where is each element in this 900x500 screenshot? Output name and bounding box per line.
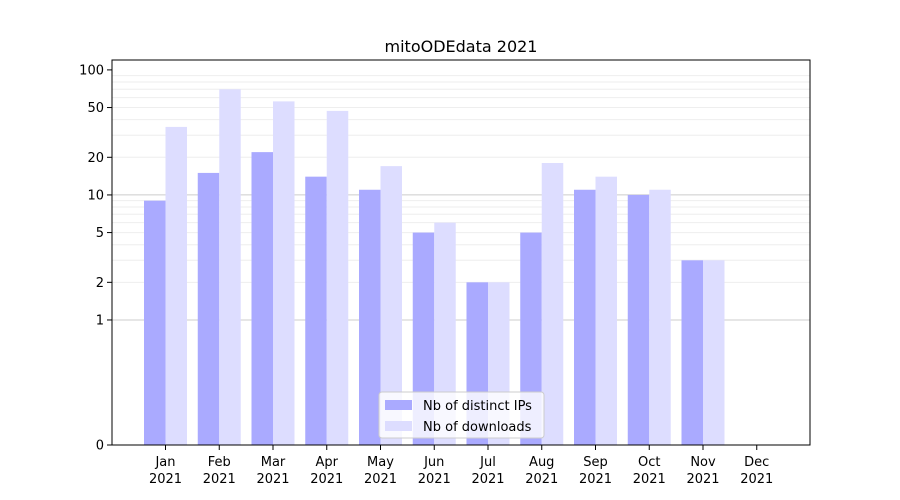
bar-distinct-ips-sep [574, 189, 596, 445]
x-tick-label-year: 2021 [579, 472, 612, 487]
legend-label-distinct-ips: Nb of distinct IPs [423, 399, 532, 414]
x-tick-label-month: Nov [690, 455, 716, 470]
x-tick-label-year: 2021 [633, 472, 666, 487]
legend-swatch-distinct-ips [385, 400, 412, 410]
y-tick-label: 2 [96, 276, 104, 291]
y-tick-label: 1 [96, 313, 104, 328]
legend: Nb of distinct IPs Nb of downloads [378, 391, 545, 439]
x-tick-label-year: 2021 [740, 472, 773, 487]
x-tick-label-month: Mar [261, 455, 286, 470]
x-tick-label-year: 2021 [256, 472, 289, 487]
x-tick-label-year: 2021 [418, 472, 451, 487]
x-tick-label-year: 2021 [686, 472, 719, 487]
x-tick-label-month: Aug [529, 455, 554, 470]
x-tick-label-year: 2021 [525, 472, 558, 487]
bar-distinct-ips-mar [251, 152, 273, 445]
y-tick-label: 20 [87, 151, 104, 166]
x-axis: Jan 2021 Feb 2021 Mar 2021 Apr 2021 May 2021 Jun 20… [149, 445, 773, 487]
x-tick-label-year: 2021 [203, 472, 236, 487]
y-tick-label: 100 [79, 63, 104, 78]
x-tick-label-month: Dec [744, 455, 769, 470]
legend-label-downloads: Nb of downloads [423, 420, 532, 435]
y-tick-label: 50 [87, 101, 104, 116]
y-tick-label: 10 [87, 188, 104, 203]
bar-downloads-nov [703, 260, 725, 445]
bar-downloads-jan [165, 126, 187, 446]
bar-downloads-apr [326, 110, 349, 445]
x-tick-label-month: Jun [423, 455, 444, 470]
bar-downloads-mar [273, 101, 295, 445]
bar-downloads-oct [649, 189, 671, 445]
x-tick-label-year: 2021 [471, 472, 504, 487]
y-axis: 0 1 2 5 10 20 50 100 [79, 63, 112, 454]
bar-distinct-ips-nov [681, 260, 703, 445]
bar-downloads-may [380, 166, 402, 445]
x-tick-label-year: 2021 [364, 472, 397, 487]
plot-frame [111, 59, 811, 446]
legend-swatch-downloads [385, 421, 412, 431]
bar-downloads-jun [434, 222, 456, 445]
bar-distinct-ips-feb [197, 172, 220, 445]
legend-box [378, 391, 545, 439]
x-tick-label-month: Feb [208, 455, 231, 470]
x-tick-label-month: Oct [638, 455, 660, 470]
bar-distinct-ips-may [359, 189, 381, 445]
bar-downloads-feb [219, 89, 241, 445]
bar-distinct-ips-oct [627, 194, 650, 445]
bar-downloads-sep [595, 176, 617, 445]
y-tick-label: 5 [96, 226, 104, 241]
x-tick-label-month: Jul [479, 455, 496, 470]
x-tick-label-month: Apr [316, 455, 339, 470]
y-tick-label: 0 [96, 439, 104, 454]
x-tick-label-year: 2021 [149, 472, 182, 487]
bar-distinct-ips-jan [144, 200, 166, 445]
x-tick-label-month: Jan [154, 455, 175, 470]
x-tick-label-month: Sep [583, 455, 608, 470]
bars [144, 89, 725, 446]
bar-distinct-ips-apr [305, 176, 327, 445]
x-tick-label-month: May [367, 455, 394, 470]
chart-title: mitoODEdata 2021 [385, 37, 538, 56]
x-tick-label-year: 2021 [310, 472, 343, 487]
bar-downloads-aug [541, 163, 564, 445]
